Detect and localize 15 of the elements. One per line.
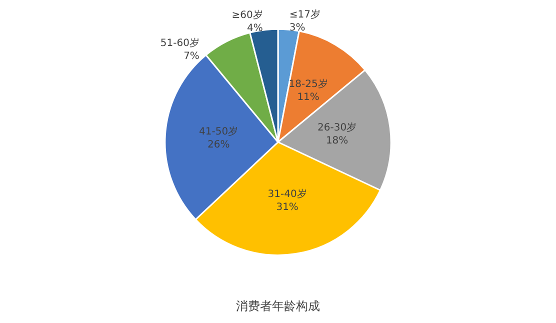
text: 消费者年龄构成 [236,299,320,313]
data-label: 7% [184,51,200,62]
slice-label: 41-50岁 [199,125,238,138]
slice-label: 18-25岁 [288,78,328,90]
data-label: 11% [297,92,320,103]
slice-label: ≥60岁 [232,9,263,22]
slice-label: ≤17岁 [289,8,320,21]
slice-label: 31-40岁 [268,188,307,200]
slice-label: 51-60岁 [160,37,200,50]
data-label: 31% [276,202,298,213]
data-label: 26% [207,139,230,150]
data-label: 3% [289,22,306,34]
slice-label: 26-30岁 [318,122,357,134]
data-label: 18% [326,136,348,147]
data-label: 4% [246,23,263,34]
